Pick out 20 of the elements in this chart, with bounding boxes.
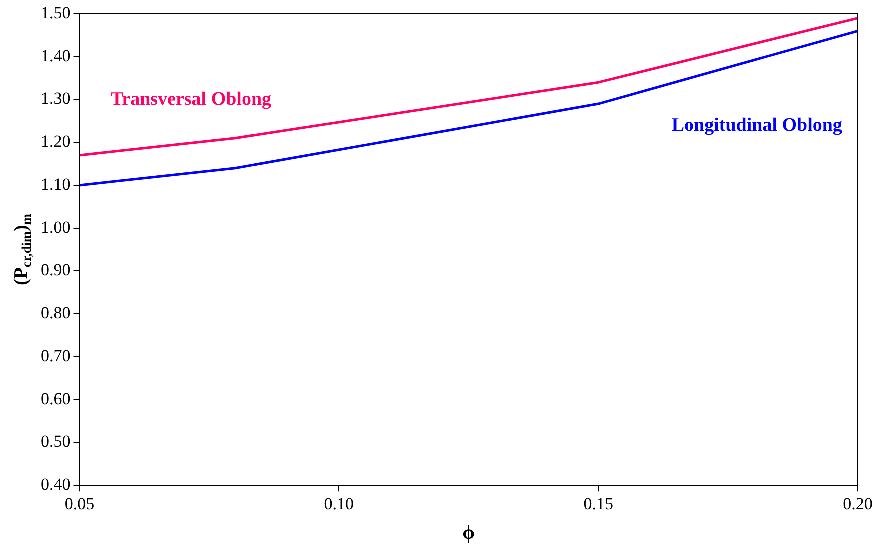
series-label: Transversal Oblong — [110, 89, 272, 110]
x-tick-label: 0.10 — [324, 494, 354, 514]
y-tick-label: 1.00 — [41, 218, 71, 237]
y-axis-title: (Pcr,dim)m — [10, 214, 34, 286]
y-tick-label: 1.50 — [41, 3, 71, 22]
y-tick-label: 1.10 — [41, 174, 71, 194]
y-tick-label: 0.60 — [41, 389, 71, 408]
x-tick-label: 0.20 — [843, 494, 873, 514]
y-tick-label: 1.40 — [41, 46, 71, 66]
y-tick-label: 0.70 — [41, 346, 71, 366]
x-tick-label: 0.05 — [64, 494, 95, 514]
y-tick-label: 0.80 — [41, 304, 71, 323]
y-tick-label: 1.30 — [41, 89, 71, 108]
y-tick-label: 1.20 — [41, 132, 71, 152]
x-axis-title: ϕ — [462, 522, 476, 544]
y-tick-label: 0.50 — [41, 432, 71, 452]
y-tick-label: 0.90 — [41, 260, 71, 280]
series-label: Longitudinal Oblong — [672, 114, 843, 136]
y-tick-label: 0.40 — [41, 475, 71, 494]
x-tick-label: 0.15 — [584, 494, 614, 514]
